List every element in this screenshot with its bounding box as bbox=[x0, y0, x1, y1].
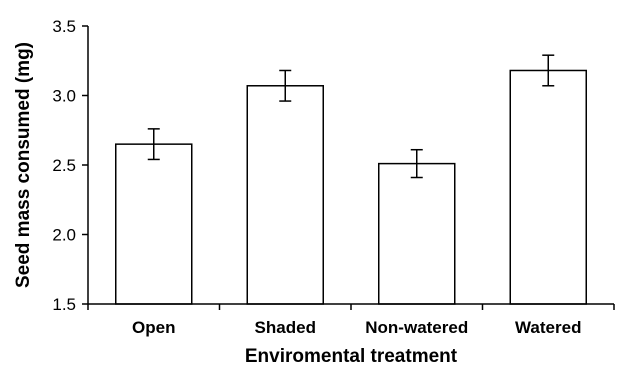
error-bar bbox=[279, 69, 292, 102]
y-axis-title: Seed mass consumed (mg) bbox=[13, 42, 34, 288]
bar-shaded bbox=[246, 85, 324, 305]
error-bars bbox=[147, 54, 555, 179]
bar-watered bbox=[509, 69, 587, 305]
bars bbox=[115, 69, 587, 305]
bar-open bbox=[115, 143, 193, 305]
y-tick-label: 3.0 bbox=[52, 87, 76, 106]
x-tick-label: Non-watered bbox=[365, 318, 468, 337]
y-tick-label: 1.5 bbox=[52, 295, 76, 314]
x-axis-title: Enviromental treatment bbox=[245, 346, 458, 367]
x-tick-label: Open bbox=[132, 318, 175, 337]
y-tick-label: 2.0 bbox=[52, 226, 76, 245]
x-axis-tick-labels: Open Shaded Non-watered Watered bbox=[87, 304, 615, 337]
y-tick-label: 3.5 bbox=[52, 17, 76, 36]
y-axis-ticks: 1.5 2.0 2.5 3.0 3.5 bbox=[52, 17, 88, 314]
x-tick-label: Watered bbox=[515, 318, 581, 337]
x-tick-label: Shaded bbox=[255, 318, 316, 337]
error-bar bbox=[410, 148, 423, 179]
error-bar bbox=[542, 54, 555, 87]
error-bar bbox=[147, 128, 160, 161]
y-tick-label: 2.5 bbox=[52, 156, 76, 175]
bar-non-watered bbox=[378, 162, 456, 305]
